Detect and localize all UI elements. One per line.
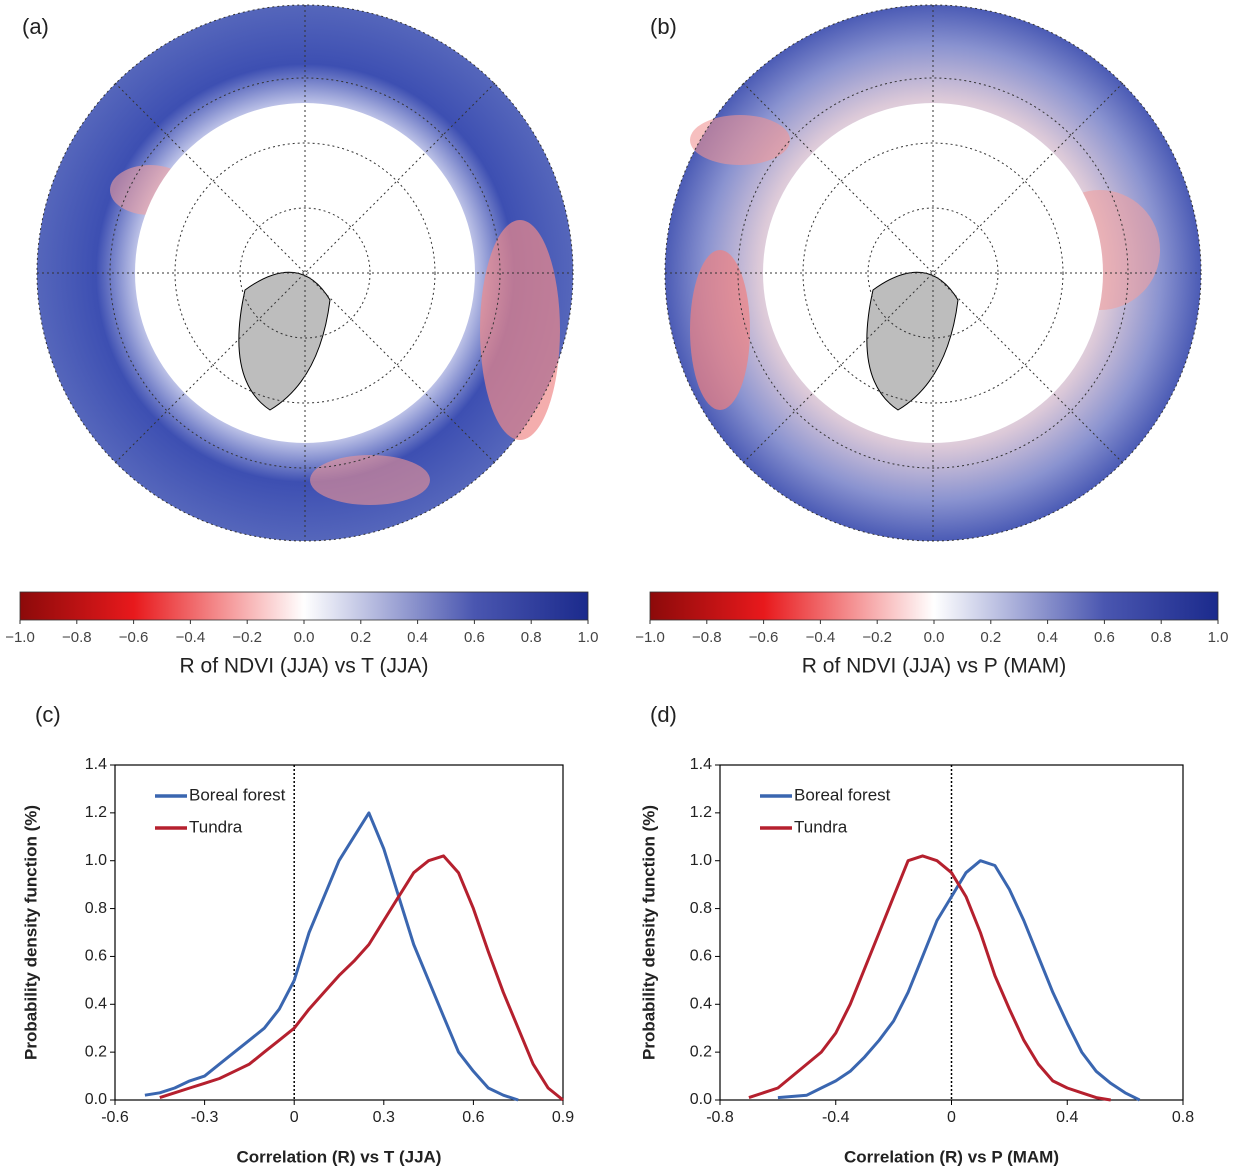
y-tick-label: 1.0	[85, 852, 107, 869]
y-tick-label: 0.4	[85, 996, 107, 1013]
colorbar-tick-label: 0.6	[1094, 629, 1115, 646]
panel-label: (d)	[650, 702, 677, 727]
colorbar-tick-label: 0.2	[980, 629, 1001, 646]
colorbar-tick-label: 0.6	[464, 629, 485, 646]
colorbar-tick-label: −0.2	[862, 629, 892, 646]
x-tick-label: -0.6	[101, 1109, 129, 1126]
legend-label: Tundra	[189, 817, 243, 836]
colorbar-tick-label: −0.6	[749, 629, 779, 646]
colorbar-tick-label: 0.0	[294, 629, 315, 646]
legend-label: Boreal forest	[189, 785, 286, 804]
y-axis-label: Probability density function (%)	[21, 805, 40, 1060]
series-line	[159, 854, 564, 1102]
polar-map	[664, 4, 1202, 542]
colorbar-tick-label: −0.4	[176, 629, 206, 646]
series-line	[748, 854, 1111, 1102]
x-tick-label: 0	[947, 1109, 956, 1126]
colorbar-tick-label: −1.0	[5, 629, 35, 646]
y-tick-label: 0.8	[690, 900, 712, 917]
y-tick-label: 0.6	[85, 948, 107, 965]
y-tick-label: 0.0	[85, 1091, 107, 1108]
colorbar-tick-label: 1.0	[1208, 629, 1229, 646]
x-tick-label: -0.3	[191, 1109, 219, 1126]
colorbar-tick-label: 0.0	[924, 629, 945, 646]
y-tick-label: 0.6	[690, 948, 712, 965]
y-tick-label: 1.0	[690, 852, 712, 869]
colorbar-tick-label: −0.6	[119, 629, 149, 646]
x-axis-label: Correlation (R) vs T (JJA)	[237, 1147, 442, 1166]
colorbar-tick-label: 1.0	[578, 629, 599, 646]
y-tick-label: 0.2	[85, 1043, 107, 1060]
x-tick-label: 0	[290, 1109, 299, 1126]
plot-frame	[114, 764, 564, 1101]
colorbar-title: R of NDVI (JJA) vs T (JJA)	[180, 655, 429, 678]
x-tick-label: 0.9	[552, 1109, 574, 1126]
colorbar-tick-label: −0.8	[62, 629, 92, 646]
y-tick-label: 0.8	[85, 900, 107, 917]
colorbar-tick-label: 0.4	[1037, 629, 1058, 646]
colorbar-tick-label: 0.4	[407, 629, 428, 646]
legend-label: Tundra	[794, 817, 848, 836]
panel-label: (c)	[35, 702, 61, 727]
series-line	[777, 859, 1141, 1102]
colorbar-tick-label: −0.4	[806, 629, 836, 646]
x-tick-label: -0.4	[822, 1109, 850, 1126]
legend-label: Boreal forest	[794, 785, 891, 804]
x-tick-label: 0.6	[462, 1109, 484, 1126]
x-tick-label: 0.4	[1056, 1109, 1078, 1126]
y-axis-label: Probability density function (%)	[639, 805, 658, 1060]
y-tick-label: 1.2	[85, 804, 107, 821]
y-tick-label: 1.4	[85, 756, 107, 773]
y-tick-label: 1.4	[690, 756, 712, 773]
panel-label: (b)	[650, 14, 677, 39]
series-line	[144, 811, 519, 1102]
colorbar-tick-label: −0.2	[232, 629, 262, 646]
x-axis-label: Correlation (R) vs P (MAM)	[844, 1147, 1059, 1166]
polar-map	[36, 4, 574, 542]
panel-label: (a)	[22, 14, 49, 39]
y-tick-label: 0.4	[690, 996, 712, 1013]
x-tick-label: 0.8	[1172, 1109, 1194, 1126]
x-tick-label: 0.3	[373, 1109, 395, 1126]
y-tick-label: 0.0	[690, 1091, 712, 1108]
colorbar-tick-label: 0.2	[350, 629, 371, 646]
colorbar-title: R of NDVI (JJA) vs P (MAM)	[802, 655, 1066, 678]
colorbar	[649, 591, 1219, 621]
y-tick-label: 0.2	[690, 1043, 712, 1060]
colorbar	[19, 591, 589, 621]
y-tick-label: 1.2	[690, 804, 712, 821]
colorbar-tick-label: 0.8	[521, 629, 542, 646]
colorbar-tick-label: 0.8	[1151, 629, 1172, 646]
x-tick-label: -0.8	[706, 1109, 734, 1126]
colorbar-tick-label: −1.0	[635, 629, 665, 646]
colorbar-tick-label: −0.8	[692, 629, 722, 646]
